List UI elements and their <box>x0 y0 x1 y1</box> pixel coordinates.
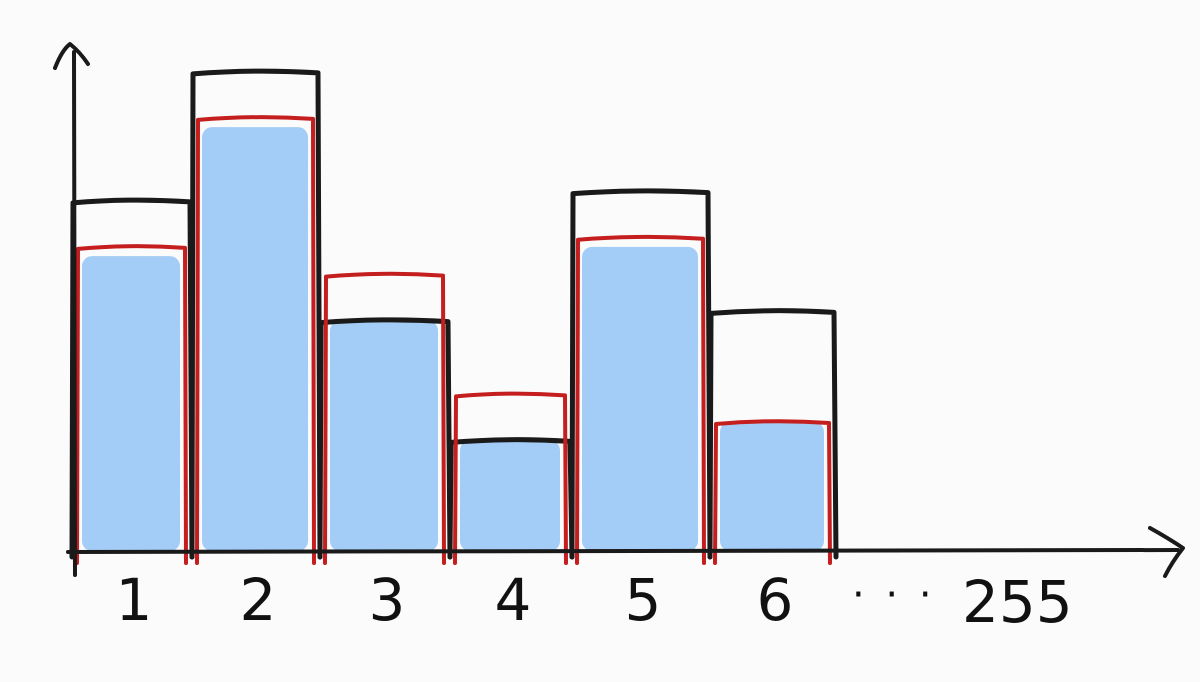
x-tick-label-3: 3 <box>369 566 406 634</box>
x-tick-label-6: 6 <box>757 566 794 634</box>
x-tick-label-255: 255 <box>962 568 1073 636</box>
blue-bar-6 <box>720 422 824 551</box>
red-outline-bar-3 <box>323 271 446 565</box>
red-outline-bars <box>75 115 832 565</box>
x-axis <box>66 548 1180 554</box>
black-outline-bar-3 <box>317 317 453 560</box>
x-tick-labels: 1 2 3 4 5 6 <box>116 566 794 634</box>
y-axis-arrowhead <box>53 42 90 70</box>
y-axis <box>72 50 77 577</box>
x-ellipsis-label: · · · <box>852 572 936 618</box>
blue-bar-1 <box>82 256 180 551</box>
blue-bar-4 <box>460 440 560 551</box>
blue-fill-bars <box>82 127 824 552</box>
black-outline-bar-6 <box>707 308 839 560</box>
axes <box>53 42 1185 578</box>
x-tick-label-2: 2 <box>240 566 277 634</box>
red-outline-bar-1 <box>75 244 188 565</box>
black-outline-bar-1 <box>69 197 195 560</box>
x-tick-label-1: 1 <box>116 566 153 634</box>
blue-bar-3 <box>330 320 438 551</box>
blue-bar-5 <box>582 246 698 551</box>
x-tick-label-4: 4 <box>495 566 532 634</box>
x-axis-arrowhead <box>1148 526 1185 578</box>
x-tick-label-5: 5 <box>625 566 662 634</box>
blue-bar-2 <box>202 127 308 552</box>
red-outline-bar-2 <box>195 115 316 565</box>
black-outline-bar-5 <box>569 188 713 560</box>
red-outline-bar-5 <box>575 234 706 565</box>
black-outline-bar-2 <box>189 68 323 560</box>
red-outline-bar-6 <box>713 419 832 565</box>
red-outline-bar-4 <box>453 391 568 565</box>
